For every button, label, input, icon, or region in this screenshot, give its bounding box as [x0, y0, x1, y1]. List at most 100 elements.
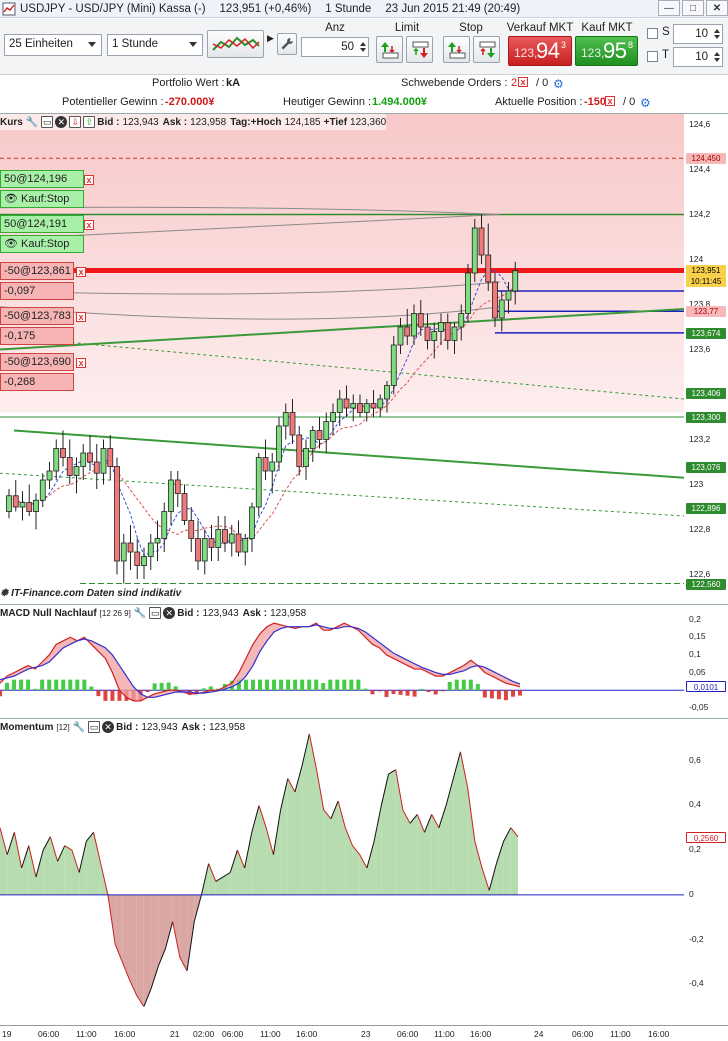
- candle: [188, 520, 195, 539]
- x-tick-label: 06:00: [397, 1029, 419, 1039]
- close-icon[interactable]: ✕: [163, 607, 176, 619]
- candle: [377, 398, 384, 409]
- toolbar-expand-arrow[interactable]: ▶: [267, 33, 274, 43]
- sell-market-button[interactable]: 123, 94 3: [508, 36, 572, 66]
- price-chart[interactable]: [0, 114, 684, 605]
- momentum-area: [86, 832, 94, 895]
- candle: [6, 495, 12, 512]
- candle: [114, 466, 120, 562]
- candle: [438, 322, 444, 332]
- close-button[interactable]: ✕: [706, 0, 728, 16]
- macd-histogram-bar: [215, 688, 220, 691]
- position-label[interactable]: -50@123,783: [0, 307, 74, 325]
- chevron-up-icon: [360, 42, 366, 46]
- order-type[interactable]: 👁 Kauf:Stop: [0, 190, 84, 208]
- move-down-icon[interactable]: ⇩: [69, 116, 82, 128]
- macd-histogram-bar: [5, 682, 10, 691]
- maximize-button[interactable]: □: [682, 0, 704, 16]
- minimize-button[interactable]: —: [658, 0, 680, 16]
- tools-button[interactable]: [277, 33, 297, 55]
- momentum-line-segment: [107, 894, 116, 945]
- trend-line: [13, 429, 684, 479]
- momentum-line-segment: [503, 827, 512, 842]
- momentum-chart[interactable]: [0, 719, 684, 1026]
- today-gain-label: Heutiger Gewinn :: [283, 96, 372, 108]
- position-label[interactable]: -50@123,690: [0, 353, 74, 371]
- position-label[interactable]: -50@123,861: [0, 262, 74, 280]
- momentum-area: [446, 778, 454, 895]
- buy-market-button[interactable]: 123, 95 8: [575, 36, 638, 66]
- x-tick-label: 02:00: [193, 1029, 215, 1039]
- candle: [168, 479, 174, 512]
- order-type[interactable]: 👁 Kauf:Stop: [0, 235, 84, 253]
- interval-select[interactable]: 1 Stunde: [107, 34, 203, 56]
- channel-line: [0, 281, 501, 295]
- macd-histogram-bar: [426, 690, 431, 693]
- candle: [357, 403, 363, 413]
- momentum-area: [237, 850, 245, 895]
- y-tick-label: 124,6: [689, 118, 711, 129]
- limit-buy-button[interactable]: [376, 36, 403, 63]
- units-select[interactable]: 25 Einheiten: [4, 34, 102, 56]
- candle: [303, 448, 309, 467]
- s-value-stepper[interactable]: 10: [673, 24, 723, 44]
- candle: [60, 448, 66, 458]
- t-checkbox[interactable]: [647, 51, 658, 62]
- wrench-icon[interactable]: 🔧: [72, 721, 86, 733]
- candle: [316, 430, 323, 440]
- close-icon[interactable]: ✕: [55, 116, 68, 128]
- candle: [296, 434, 303, 467]
- macd-histogram-bar: [510, 690, 515, 697]
- close-icon[interactable]: x: [518, 77, 528, 87]
- order-label[interactable]: 50@124,196: [0, 170, 84, 188]
- window-title-datetime: 23 Jun 2015 21:49 (20:49): [385, 2, 521, 15]
- close-icon[interactable]: x: [76, 267, 86, 277]
- candle: [39, 479, 46, 501]
- candle: [478, 227, 485, 256]
- stop-sell-button[interactable]: [473, 36, 500, 63]
- t-value-stepper[interactable]: 10: [673, 47, 723, 67]
- macd-chart[interactable]: [0, 605, 684, 719]
- wrench-icon[interactable]: 🔧: [133, 607, 147, 619]
- s-checkbox[interactable]: [647, 28, 658, 39]
- close-icon[interactable]: x: [84, 220, 94, 230]
- t-checkbox-label: T: [662, 49, 670, 61]
- order-type-label: Kauf:Stop: [21, 193, 70, 205]
- momentum-line-segment: [236, 849, 246, 869]
- close-icon[interactable]: ✕: [102, 721, 115, 733]
- limit-sell-button[interactable]: [406, 36, 433, 63]
- plot-background: [0, 605, 684, 719]
- momentum-line-segment: [150, 966, 159, 989]
- candle: [485, 254, 492, 283]
- candle: [262, 457, 269, 472]
- pending-orders-label: Schwebende Orders :: [401, 77, 508, 89]
- move-up-icon[interactable]: ⇧: [83, 116, 96, 128]
- gear-icon[interactable]: ⚙: [553, 77, 564, 91]
- momentum-area: [35, 850, 44, 895]
- momentum-line-segment: [215, 876, 224, 882]
- window-title-timeframe: 1 Stunde: [325, 2, 372, 15]
- x-tick-label: 24: [534, 1029, 544, 1039]
- close-icon[interactable]: x: [84, 175, 94, 185]
- close-icon[interactable]: x: [605, 96, 615, 106]
- macd-histogram-bar: [454, 679, 459, 691]
- chart-type-button[interactable]: [207, 30, 264, 58]
- momentum-line-segment: [208, 863, 217, 882]
- candle: [431, 331, 438, 341]
- momentum-area: [0, 827, 8, 895]
- window-icon[interactable]: ▭: [149, 607, 162, 619]
- window-icon[interactable]: ▭: [41, 116, 54, 128]
- stop-buy-button[interactable]: [443, 36, 470, 63]
- wrench-icon[interactable]: 🔧: [25, 116, 39, 128]
- position-value: -150: [584, 96, 607, 108]
- close-icon[interactable]: x: [76, 358, 86, 368]
- order-label[interactable]: 50@124,191: [0, 215, 84, 233]
- momentum-area: [266, 827, 274, 895]
- quantity-stepper[interactable]: 50: [301, 37, 369, 57]
- momentum-line-segment: [193, 894, 202, 922]
- close-icon[interactable]: x: [76, 312, 86, 322]
- window-icon[interactable]: ▭: [88, 721, 101, 733]
- gear-icon[interactable]: ⚙: [640, 96, 651, 110]
- momentum-line-segment: [114, 943, 123, 963]
- position-pnl: -0,175: [0, 327, 74, 345]
